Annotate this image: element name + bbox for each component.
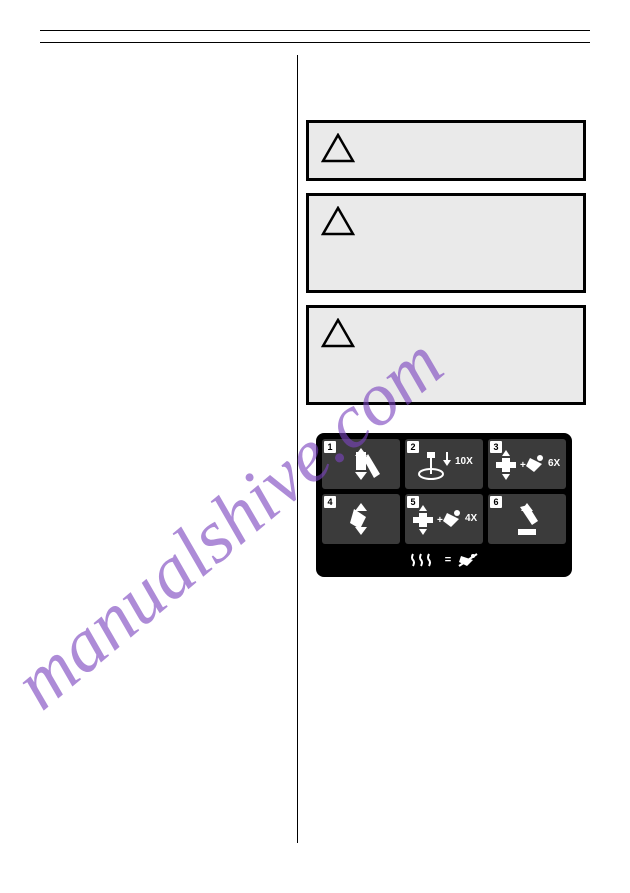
- instruction-cell-1: 1: [322, 439, 400, 489]
- instruction-grid: 1 2: [322, 439, 566, 544]
- callout-box-3: [306, 305, 586, 405]
- svg-text:+: +: [520, 460, 526, 471]
- step-number: 6: [493, 497, 498, 507]
- callout-box-2: [306, 193, 586, 293]
- step-number-badge: 3: [490, 441, 502, 453]
- warning-triangle-icon: [321, 133, 355, 163]
- page-container: 1 2: [0, 0, 630, 893]
- step-number-badge: 1: [324, 441, 336, 453]
- instruction-icon-panel: 1 2: [316, 433, 572, 577]
- instruction-cell-3: 3 + 6X: [488, 439, 566, 489]
- overlay-10x: 10X: [455, 456, 473, 467]
- warning-triangle-icon: [321, 318, 355, 348]
- equals-sign: =: [445, 554, 451, 566]
- instruction-cell-2: 2 10X: [405, 439, 483, 489]
- right-column: 1 2: [306, 60, 586, 577]
- instruction-cell-5: 5 + 4X: [405, 494, 483, 544]
- step-number: 2: [410, 442, 415, 452]
- step-number-badge: 2: [407, 441, 419, 453]
- top-rule-1: [40, 30, 590, 31]
- top-rule-2: [40, 42, 590, 43]
- step-number: 5: [410, 497, 415, 507]
- warning-triangle-icon: [321, 206, 355, 236]
- step-number-badge: 6: [490, 496, 502, 508]
- heat-waves-icon: [409, 552, 439, 568]
- instruction-cell-6: 6: [488, 494, 566, 544]
- column-divider: [297, 55, 298, 843]
- step-number: 1: [327, 442, 332, 452]
- instruction-cell-4: 4: [322, 494, 400, 544]
- step-number-badge: 4: [324, 496, 336, 508]
- top-spacer: [306, 60, 586, 120]
- callout-box-1: [306, 120, 586, 181]
- instruction-bottom-row: =: [322, 549, 566, 571]
- step-number: 4: [327, 497, 332, 507]
- no-touch-icon: [457, 552, 479, 568]
- overlay-4x: 4X: [465, 513, 478, 524]
- step-number: 3: [493, 442, 498, 452]
- step-number-badge: 5: [407, 496, 419, 508]
- svg-text:+: +: [437, 515, 443, 526]
- overlay-6x: 6X: [548, 458, 561, 469]
